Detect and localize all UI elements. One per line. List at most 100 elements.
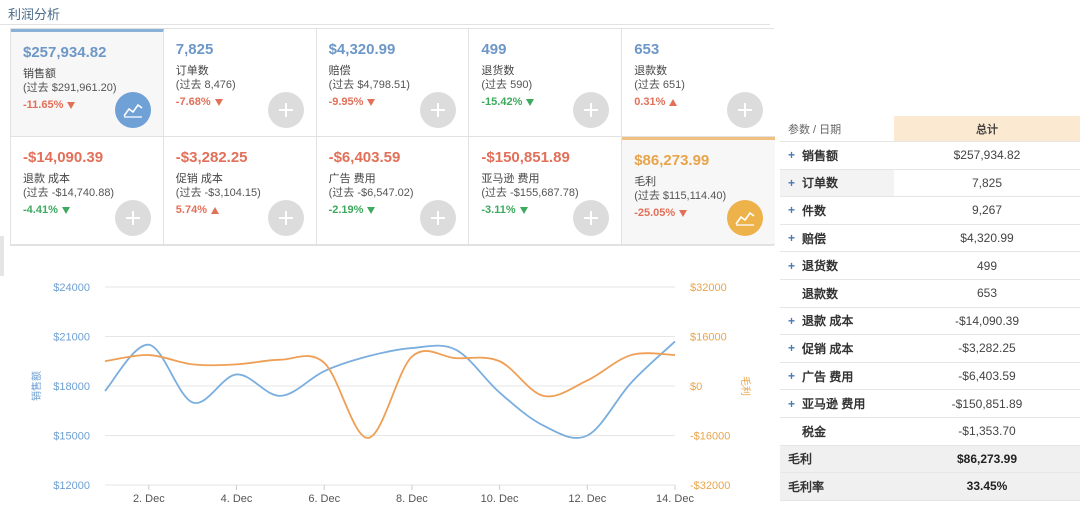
metric-change-text: -3.11% (481, 204, 516, 216)
expand-icon[interactable]: + (788, 313, 796, 328)
x-tick-label: 8. Dec (396, 493, 428, 505)
row-label: + 促销 成本 (780, 335, 894, 362)
metric-label: 退款数 (634, 65, 668, 77)
metric-card[interactable]: 653 退款数 (过去 651) 0.31% (622, 29, 775, 137)
line-chart-icon[interactable] (726, 200, 763, 236)
row-value: -$3,282.25 (958, 341, 1016, 356)
metric-label: 退款 成本 (23, 173, 71, 185)
table-row[interactable]: + 退款 成本 -$14,090.39 (780, 308, 1080, 336)
expand-icon[interactable]: + (788, 341, 796, 356)
expand-icon[interactable]: + (788, 175, 796, 190)
row-label: 退款数 (780, 280, 894, 307)
plus-icon[interactable] (726, 92, 763, 128)
arrow-down-icon (61, 206, 70, 214)
metric-card[interactable]: -$6,403.59 广告 费用 (过去 -$6,547.02) -2.19% (316, 137, 470, 245)
metric-change: -7.68% (176, 94, 316, 110)
table-row[interactable]: + 销售额 $257,934.82 (780, 142, 1080, 170)
summary-label: 毛利率 (788, 479, 825, 494)
summary-row: 毛利 $86,273.99 (780, 445, 1080, 474)
row-name: 促销 成本 (802, 341, 854, 356)
y-left-tick-label: $24000 (53, 282, 90, 294)
metric-previous: (过去 $115,114.40) (634, 190, 727, 202)
metric-card[interactable]: $86,273.99 毛利 (过去 $115,114.40) -25.05% (622, 137, 775, 245)
metric-value: $86,273.99 (634, 152, 710, 169)
row-label: + 退货数 (780, 252, 894, 279)
row-name: 订单数 (802, 176, 839, 191)
expand-icon[interactable]: + (788, 231, 796, 246)
table-row[interactable]: + 促销 成本 -$3,282.25 (780, 335, 1080, 363)
header-param: 参数 / 日期 (788, 123, 842, 136)
expand-icon[interactable]: + (788, 258, 796, 273)
table-row[interactable]: + 件数 9,267 (780, 197, 1080, 225)
arrow-down-icon (367, 206, 376, 214)
metric-label: 促销 成本 (175, 173, 223, 185)
metric-previous: (过去 -$6,547.02) (328, 187, 414, 199)
expand-icon[interactable]: + (788, 203, 796, 218)
row-label: + 件数 (780, 197, 894, 224)
plus-icon[interactable] (573, 92, 610, 128)
row-label: + 赔偿 (780, 225, 894, 252)
metric-card[interactable]: $257,934.82 销售额 (过去 $291,961.20) -11.65% (11, 29, 164, 137)
metric-change: 5.74% (176, 202, 316, 218)
arrow-down-icon (214, 98, 223, 106)
metric-value: 7,825 (175, 41, 214, 58)
metric-label: 订单数 (175, 65, 209, 77)
table-header: 参数 / 日期 总计 (780, 116, 1080, 142)
metric-value: -$150,851.89 (481, 149, 570, 166)
metric-change: -3.11% (481, 202, 621, 218)
summary-value: $86,273.99 (956, 451, 1018, 466)
metric-card[interactable]: 7,825 订单数 (过去 8,476) -7.68% (163, 29, 317, 137)
title-divider (0, 24, 770, 25)
row-label: + 退款 成本 (780, 308, 894, 335)
metric-change-text: -2.19% (328, 204, 364, 216)
row-label: + 广告 费用 (780, 363, 894, 390)
y-left-axis-title: 销售额 (30, 371, 43, 401)
metric-label: 毛利 (634, 176, 657, 188)
metric-card[interactable]: -$150,851.89 亚马逊 费用 (过去 -$155,687.78) -3.11… (469, 137, 623, 245)
table-row[interactable]: + 赔偿 $4,320.99 (780, 225, 1080, 253)
metric-card[interactable]: -$14,090.39 退款 成本 (过去 -$14,740.88) -4.41% (11, 137, 164, 245)
metric-previous: (过去 8,476) (175, 79, 236, 91)
metric-card[interactable]: -$3,282.25 促销 成本 (过去 -$3,104.15) 5.74% (163, 137, 317, 245)
x-tick-label: 12. Dec (568, 493, 606, 505)
row-value: 499 (976, 258, 998, 273)
metric-change: -4.41% (23, 202, 163, 218)
metric-previous: (过去 -$14,740.88) (23, 187, 115, 199)
metric-label: 亚马逊 费用 (481, 173, 540, 185)
expand-icon[interactable]: + (788, 396, 796, 411)
metric-label: 销售额 (23, 68, 56, 80)
plus-icon[interactable] (573, 200, 610, 236)
table-row[interactable]: + 订单数 7,825 (780, 169, 1080, 198)
header-total[interactable]: 总计 (894, 116, 1080, 141)
metric-change-text: -4.41% (23, 204, 58, 216)
metric-previous: (过去 -$3,104.15) (175, 187, 261, 199)
side-collapse-handle[interactable] (0, 236, 4, 276)
table-row[interactable]: + 广告 费用 -$6,403.59 (780, 363, 1080, 391)
plus-icon[interactable] (420, 92, 457, 128)
plus-icon[interactable] (267, 92, 304, 128)
row-label: + 订单数 (780, 169, 894, 197)
arrow-down-icon (67, 101, 76, 109)
row-name: 税金 (802, 424, 827, 439)
metric-label: 赔偿 (328, 65, 351, 77)
expand-icon[interactable]: + (788, 148, 796, 163)
row-value: -$6,403.59 (958, 369, 1016, 384)
y-right-axis-title: 毛利 (739, 376, 751, 396)
plus-icon[interactable] (420, 200, 457, 236)
metric-change: -2.19% (329, 202, 469, 218)
metric-card[interactable]: $4,320.99 赔偿 (过去 $4,798.51) -9.95% (316, 29, 470, 137)
metric-change-text: -25.05% (634, 207, 676, 219)
arrow-down-icon (367, 98, 376, 106)
line-chart-icon[interactable] (114, 92, 151, 128)
table-row: 税金 -$1,353.70 (780, 418, 1080, 446)
plus-icon[interactable] (114, 200, 151, 236)
plus-icon[interactable] (267, 200, 304, 236)
table-row[interactable]: + 亚马逊 费用 -$150,851.89 (780, 390, 1080, 418)
metric-card[interactable]: 499 退货数 (过去 590) -15.42% (469, 29, 623, 137)
sales-series-line (104, 340, 676, 439)
x-tick-label: 10. Dec (481, 493, 519, 505)
table-row[interactable]: + 退货数 499 (780, 252, 1080, 280)
row-name: 广告 费用 (802, 369, 854, 384)
arrow-down-icon (679, 209, 688, 217)
expand-icon[interactable]: + (788, 369, 796, 384)
